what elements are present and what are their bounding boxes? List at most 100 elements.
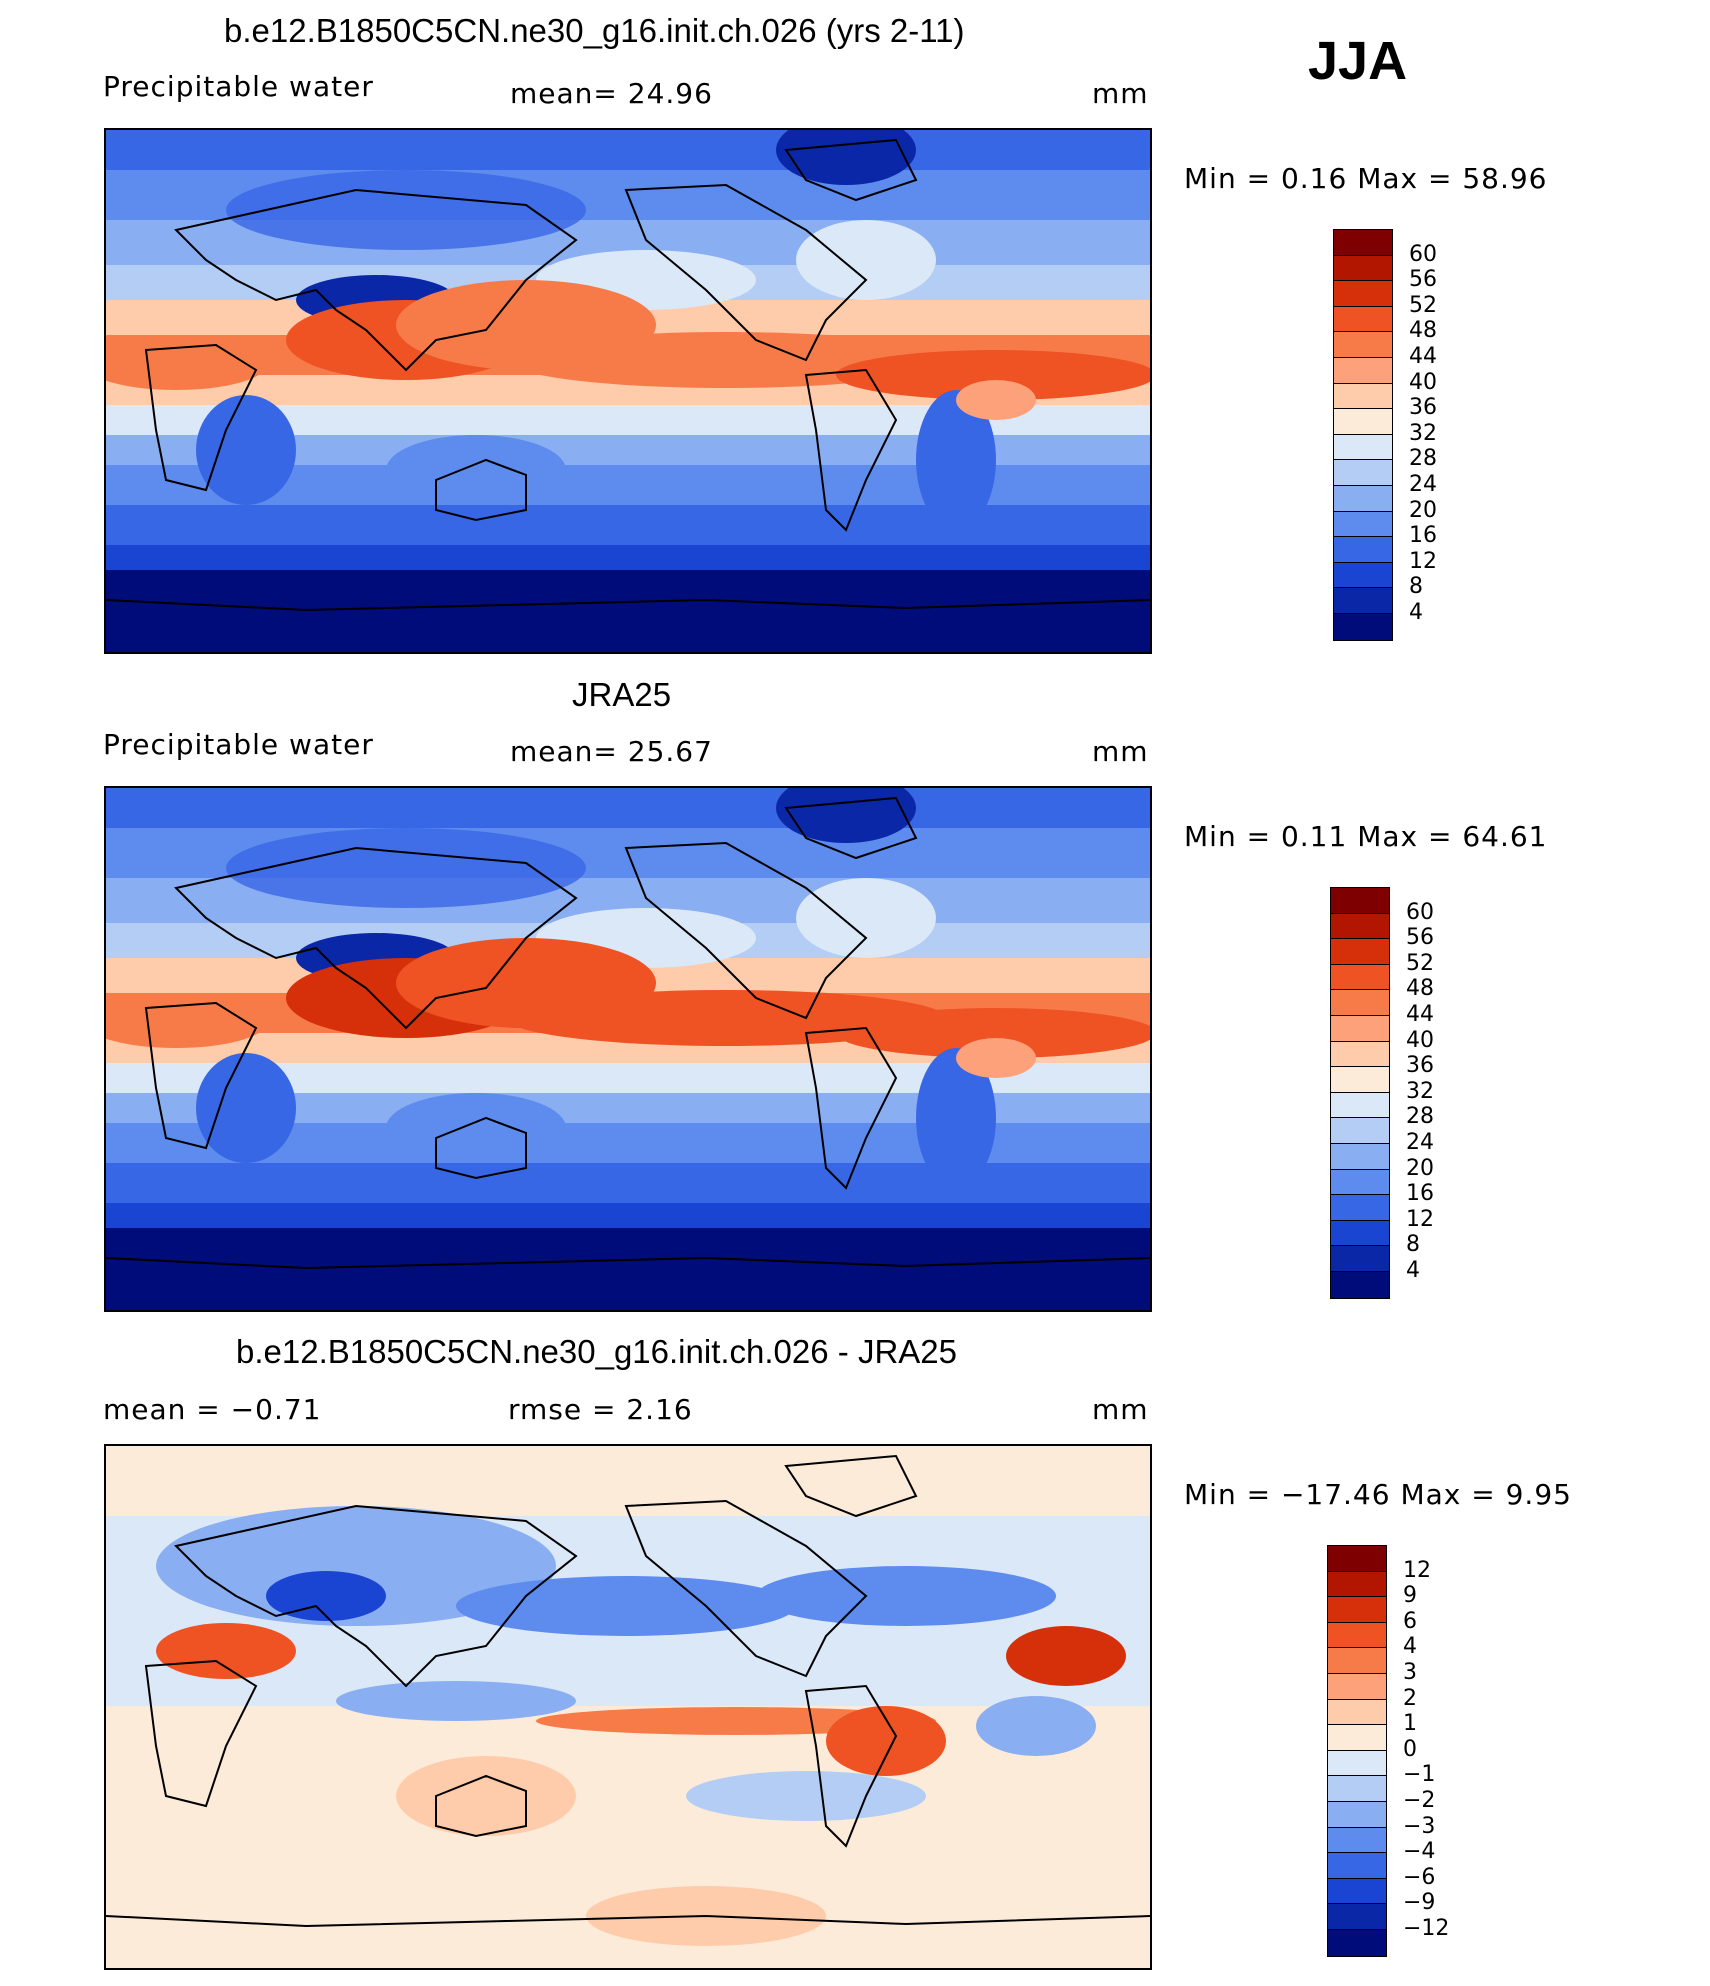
colorbar-tick-label: 48: [1406, 976, 1434, 1002]
colorbar-tick-label: 8: [1409, 574, 1423, 600]
colorbar-tick-label: −4: [1403, 1839, 1436, 1865]
field-region: [156, 1506, 556, 1626]
season-label: JJA: [1308, 31, 1408, 91]
panel-1-map: [104, 128, 1152, 654]
panel-2-variable-label: Precipitable water: [103, 728, 374, 761]
field-region: [916, 390, 996, 530]
colorbar-swatches: [1333, 229, 1393, 641]
colorbar-swatch: [1331, 1195, 1389, 1221]
coastline: [624, 183, 868, 362]
field-region: [826, 1706, 946, 1776]
colorbar-swatch: [1334, 562, 1392, 589]
colorbar-swatch: [1328, 1725, 1386, 1751]
colorbar-swatch: [1328, 1622, 1386, 1649]
colorbar-swatch: [1331, 1092, 1389, 1119]
colorbar-tick-label: 40: [1406, 1027, 1434, 1053]
colorbar-swatches: [1330, 887, 1390, 1299]
colorbar-swatch: [1328, 1929, 1386, 1956]
colorbar-tick-label: 0: [1403, 1736, 1417, 1762]
colorbar-tick-label: −2: [1403, 1788, 1436, 1813]
colorbar-tick-label: 12: [1406, 1206, 1434, 1232]
colorbar-swatch: [1331, 1246, 1389, 1272]
colorbar-tick-label: 9: [1403, 1583, 1417, 1609]
colorbar-swatch: [1334, 383, 1392, 410]
field-region: [756, 1566, 1056, 1626]
coastline: [174, 188, 578, 372]
colorbar-swatch: [1328, 1853, 1386, 1879]
coastline: [435, 458, 527, 522]
colorbar-tick-label: 4: [1406, 1258, 1420, 1283]
colorbar-swatch: [1334, 460, 1392, 486]
colorbar-swatch: [1334, 588, 1392, 614]
colorbar-tick-label: 56: [1406, 925, 1434, 951]
field-region: [456, 1576, 796, 1636]
colorbar-tick-label: 1: [1403, 1711, 1417, 1737]
colorbar-tick-label: 4: [1409, 600, 1423, 625]
coastline: [784, 796, 918, 860]
field-region: [336, 1681, 576, 1721]
panel-3-mean-label: mean = −0.71: [103, 1393, 322, 1426]
colorbar-swatch: [1334, 537, 1392, 563]
field-band: [106, 788, 1150, 828]
field-region: [226, 170, 586, 250]
colorbar-swatch: [1331, 1169, 1389, 1196]
colorbar-swatch: [1331, 1015, 1389, 1042]
colorbar-tick-label: 44: [1409, 344, 1437, 369]
colorbar-swatch: [1331, 964, 1389, 991]
coastline: [624, 841, 868, 1020]
colorbar-tick-label: 32: [1409, 420, 1437, 446]
field-band: [106, 130, 1150, 170]
colorbar-swatch: [1331, 913, 1389, 940]
colorbar-swatch: [1328, 1673, 1386, 1700]
field-region: [916, 1048, 996, 1188]
colorbar-swatches: [1327, 1545, 1387, 1957]
colorbar-tick-label: −1: [1403, 1762, 1436, 1788]
colorbar-tick-label: −3: [1403, 1813, 1436, 1839]
colorbar-swatch: [1334, 255, 1392, 282]
panel-3-title: b.e12.B1850C5CN.ne30_g16.init.ch.026 - J…: [236, 1333, 957, 1370]
field-region: [836, 350, 1150, 400]
colorbar-tick-label: 52: [1406, 950, 1434, 976]
colorbar-swatch: [1334, 332, 1392, 358]
colorbar-swatch: [1334, 613, 1392, 640]
colorbar-swatch: [1331, 1041, 1389, 1068]
colorbar-tick-label: 16: [1409, 523, 1437, 549]
colorbar-swatch: [1328, 1648, 1386, 1674]
panel-1-mean-label: mean= 24.96: [510, 77, 713, 110]
coastline: [144, 1001, 258, 1150]
panel-1-minmax: Min = 0.16 Max = 58.96: [1184, 162, 1548, 195]
panel-3-rmse-label: rmse = 2.16: [508, 1393, 693, 1426]
field-region: [776, 788, 916, 843]
colorbar-tick-label: 2: [1403, 1685, 1417, 1711]
colorbar-swatch: [1334, 409, 1392, 435]
colorbar-swatch: [1328, 1904, 1386, 1930]
field-band: [106, 1163, 1150, 1203]
colorbar-swatch: [1334, 306, 1392, 333]
panel-2-units: mm: [1092, 735, 1149, 768]
coastline: [435, 1116, 527, 1180]
colorbar-swatch: [1331, 1220, 1389, 1247]
field-region: [266, 1571, 386, 1621]
colorbar-swatch: [1331, 939, 1389, 965]
colorbar-swatch: [1331, 1118, 1389, 1144]
panel-2-minmax: Min = 0.11 Max = 64.61: [1184, 820, 1548, 853]
field-region: [956, 380, 1036, 420]
field-band: [106, 1228, 1150, 1310]
colorbar-tick-label: 16: [1406, 1181, 1434, 1207]
colorbar-swatch: [1334, 485, 1392, 512]
coastline: [804, 1684, 898, 1848]
panel-3-map: [104, 1444, 1152, 1970]
colorbar-swatch: [1331, 1143, 1389, 1170]
panel-1-variable-label: Precipitable water: [103, 70, 374, 103]
field-region: [796, 220, 936, 300]
colorbar-tick-label: 36: [1409, 395, 1437, 421]
field-band: [106, 505, 1150, 545]
field-region: [506, 990, 946, 1046]
coastline: [144, 1659, 258, 1808]
colorbar-tick-label: 12: [1403, 1557, 1431, 1583]
coastline: [174, 846, 578, 1030]
field-region: [196, 395, 296, 505]
panel-3-map-field: [106, 1446, 1150, 1968]
colorbar-tick-label: 60: [1409, 241, 1437, 267]
field-region: [686, 1771, 926, 1821]
